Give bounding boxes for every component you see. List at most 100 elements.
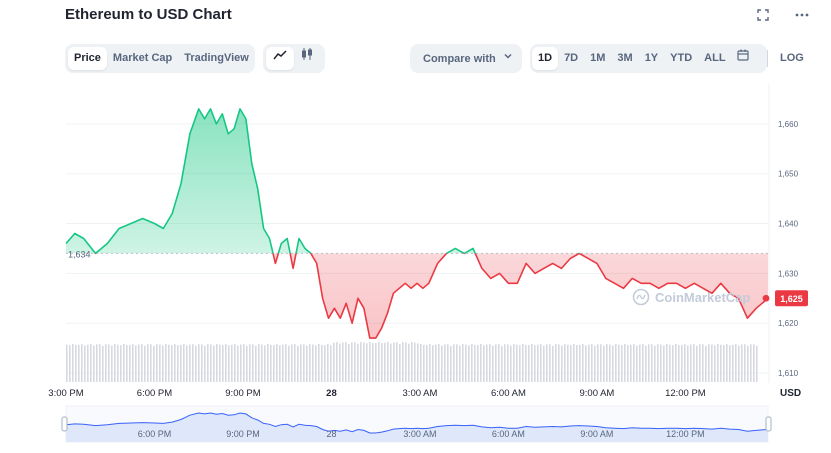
range-3m[interactable]: 3M <box>617 52 633 64</box>
range-1y[interactable]: 1Y <box>644 52 659 64</box>
baseline-label: 1,634 <box>68 249 91 259</box>
volume-bar <box>465 344 467 382</box>
tab-price[interactable]: Price <box>68 47 107 70</box>
volume-bar <box>210 344 212 382</box>
volume-bar <box>633 344 635 382</box>
volume-bar <box>189 344 191 382</box>
volume-bar <box>150 344 152 382</box>
volume-bar <box>186 345 188 382</box>
volume-bar <box>582 344 584 382</box>
volume-bar <box>195 345 197 382</box>
volume-bar <box>417 343 419 382</box>
volume-bar <box>219 344 221 382</box>
volume-bar <box>276 344 278 382</box>
volume-bar <box>618 344 620 382</box>
volume-bar <box>615 344 617 382</box>
volume-bar <box>420 344 422 382</box>
volume-bar <box>327 344 329 382</box>
volume-bar <box>300 344 302 382</box>
volume-bar <box>609 344 611 382</box>
volume-bar <box>156 344 158 382</box>
volume-bar <box>429 344 431 382</box>
volume-bar <box>360 342 362 382</box>
x-tick-label: 9:00 PM <box>225 388 260 399</box>
volume-bar <box>678 345 680 382</box>
volume-bar <box>624 344 626 382</box>
volume-bar <box>180 344 182 382</box>
volume-bar <box>120 345 122 382</box>
volume-bar <box>348 343 350 382</box>
x-tick-label: 9:00 AM <box>579 388 614 399</box>
volume-bar <box>288 345 290 382</box>
line-chart-icon[interactable] <box>266 47 294 70</box>
volume-bar <box>696 345 698 382</box>
expand-icon[interactable] <box>757 8 769 24</box>
volume-bar <box>336 342 338 382</box>
volume-bar <box>513 344 515 382</box>
y-tick-label: 1,610 <box>778 369 799 378</box>
volume-bar <box>213 345 215 382</box>
volume-bar <box>234 344 236 382</box>
volume-bar <box>462 344 464 382</box>
view-tabs: Price Market Cap TradingView <box>65 44 255 73</box>
volume-bar <box>663 345 665 382</box>
range-7d[interactable]: 7D <box>564 52 579 64</box>
volume-bar <box>576 345 578 382</box>
more-icon[interactable] <box>795 8 809 24</box>
volume-bar <box>279 345 281 382</box>
volume-bar <box>495 344 497 382</box>
volume-bar <box>729 345 731 382</box>
navigator-area <box>66 413 768 442</box>
price-line-down <box>94 253 769 339</box>
volume-bar <box>369 342 371 382</box>
volume-bar <box>87 344 89 382</box>
volume-bar <box>522 344 524 382</box>
x-tick-label: 3:00 AM <box>403 388 438 399</box>
volume-bar <box>747 345 749 382</box>
volume-bar <box>243 344 245 382</box>
volume-bar <box>126 345 128 382</box>
chart-title: Ethereum to USD Chart <box>65 6 232 23</box>
x-tick-label: 28 <box>326 388 337 399</box>
volume-bar <box>69 345 71 382</box>
volume-bar <box>423 344 425 382</box>
compare-label: Compare with <box>423 52 496 65</box>
volume-bar <box>117 344 119 382</box>
tab-market-cap[interactable]: Market Cap <box>112 52 173 64</box>
volume-bar <box>537 344 539 382</box>
volume-bar <box>693 344 695 382</box>
volume-bar <box>141 344 143 382</box>
volume-bar <box>672 345 674 382</box>
volume-bar <box>642 344 644 382</box>
volume-bar <box>657 344 659 382</box>
volume-bar <box>309 344 311 382</box>
volume-bar <box>324 345 326 382</box>
range-1d[interactable]: 1D <box>532 47 559 70</box>
volume-bar <box>717 344 719 382</box>
candlestick-icon[interactable] <box>294 47 320 70</box>
x-tick-label: 3:00 PM <box>48 388 83 399</box>
volume-bar <box>246 345 248 382</box>
volume-bar <box>372 342 374 382</box>
volume-bar <box>591 344 593 382</box>
compare-dropdown[interactable]: Compare with <box>410 44 522 73</box>
range-ytd[interactable]: YTD <box>670 52 693 64</box>
volume-bar <box>363 342 365 382</box>
range-1m[interactable]: 1M <box>590 52 606 64</box>
volume-bar <box>96 344 98 382</box>
volume-bar <box>138 344 140 382</box>
volume-bar <box>222 345 224 382</box>
y-tick-label: 1,620 <box>778 319 799 328</box>
range-all[interactable]: ALL <box>704 52 726 64</box>
volume-bar <box>489 344 491 382</box>
volume-bar <box>171 345 173 382</box>
volume-bar <box>711 344 713 382</box>
volume-bar <box>441 345 443 382</box>
tab-tradingview[interactable]: TradingView <box>184 52 249 64</box>
volume-bar <box>531 344 533 382</box>
log-toggle[interactable]: LOG <box>780 52 804 64</box>
calendar-icon[interactable] <box>732 47 754 70</box>
chart-type-toggle <box>263 44 325 73</box>
volume-bar <box>351 342 353 382</box>
volume-bar <box>543 345 545 382</box>
